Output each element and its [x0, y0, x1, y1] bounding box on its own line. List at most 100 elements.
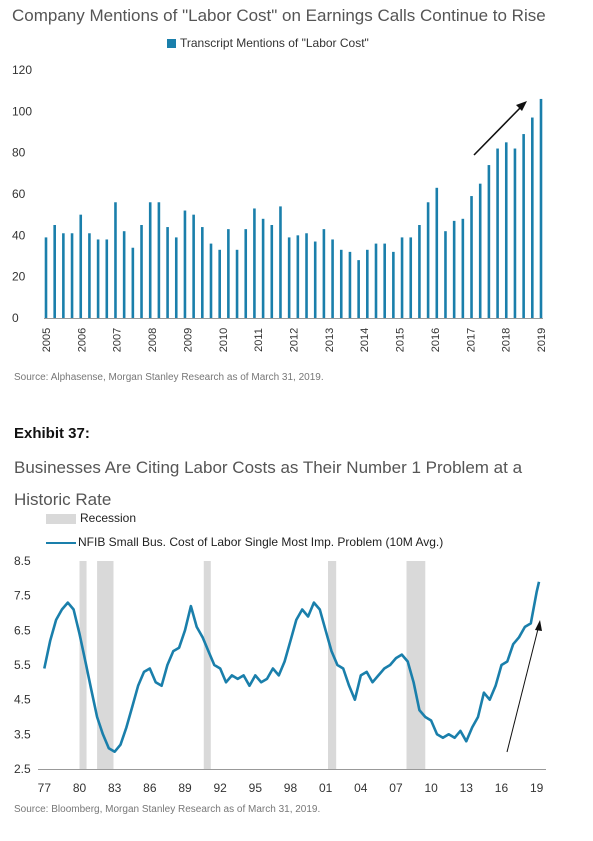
bar: [122, 231, 126, 318]
bar: [400, 237, 404, 318]
recession-band: [327, 561, 337, 769]
legend-swatch-icon: [167, 39, 176, 49]
trend-arrow: [473, 105, 523, 156]
bar: [296, 235, 300, 318]
bar: [192, 214, 195, 318]
bar: [461, 218, 465, 318]
bar: [96, 239, 100, 318]
bar: [70, 233, 74, 318]
y-tick-label: 2.5: [14, 762, 31, 776]
y-tick-label: 8.5: [14, 554, 31, 568]
bar: [496, 148, 499, 318]
bar: [322, 229, 326, 318]
legend-recession: Recession: [46, 511, 136, 525]
legend-label: Recession: [80, 511, 137, 525]
x-tick-label: 04: [354, 781, 368, 795]
bar: [183, 210, 187, 318]
bar: [114, 202, 117, 318]
y-tick-label: 0: [12, 311, 19, 325]
bar: [357, 260, 360, 318]
bar-chart: 0 20 40 60 80 100 120 2005 2006 2007 2008 2009 2010 2…: [12, 63, 548, 352]
bar: [452, 220, 456, 318]
y-tick-label: 100: [12, 104, 32, 118]
y-tick-label: 7.5: [14, 589, 31, 603]
bar: [435, 187, 439, 318]
chart1-source: Source: Alphasense, Morgan Stanley Resea…: [14, 372, 324, 383]
chart2-source: Source: Bloomberg, Morgan Stanley Resear…: [14, 804, 321, 815]
exhibit-label: Exhibit 37:: [14, 425, 90, 442]
bar: [279, 206, 282, 318]
bar: [105, 239, 109, 318]
bar: [157, 202, 161, 318]
recession-swatch-icon: [46, 513, 76, 524]
bar: [53, 225, 56, 318]
x-tick-label: 92: [213, 781, 227, 795]
x-tick-label: 95: [249, 781, 263, 795]
bar: [88, 233, 91, 318]
bar: [253, 208, 256, 318]
bar: [383, 243, 386, 318]
trend-arrow: [506, 628, 539, 753]
bar: [44, 237, 48, 318]
x-tick-label: 2011: [253, 328, 265, 352]
x-tick-label: 80: [73, 781, 87, 795]
chart1-legend: Transcript Mentions of "Labor Cost": [167, 36, 369, 50]
x-tick-label: 2006: [76, 328, 88, 352]
x-tick-label: 89: [178, 781, 192, 795]
x-tick-label: 2013: [324, 328, 336, 352]
bar: [409, 237, 413, 318]
bar: [418, 225, 421, 318]
bar: [62, 233, 65, 318]
bar: [339, 249, 343, 318]
chart2-title: Businesses Are Citing Labor Costs as The…: [14, 458, 523, 509]
bar: [531, 117, 534, 319]
x-tick-label: 98: [284, 781, 298, 795]
bar: [444, 231, 447, 318]
bar: [313, 241, 317, 318]
x-tick-label: 2015: [395, 328, 407, 352]
bar: [539, 98, 543, 318]
x-tick-label: 2016: [430, 328, 442, 352]
bar: [513, 148, 517, 318]
x-tick-label: 77: [38, 781, 52, 795]
x-tick-label: 86: [143, 781, 157, 795]
y-tick-label: 40: [12, 228, 26, 242]
y-tick-label: 5.5: [14, 658, 31, 672]
x-tick-label: 2014: [359, 328, 371, 352]
x-tick-label: 13: [460, 781, 474, 795]
bar: [366, 249, 369, 318]
x-tick-label: 07: [389, 781, 403, 795]
y-tick-label: 6.5: [14, 623, 31, 637]
bar: [348, 251, 352, 318]
nfib-series-line: [43, 581, 541, 753]
x-tick-label: 01: [319, 781, 333, 795]
recession-band: [97, 561, 114, 769]
bar: [166, 227, 169, 318]
bar: [470, 196, 473, 318]
bar: [227, 229, 230, 318]
x-tick-label: 2019: [536, 328, 548, 352]
x-tick-label: 19: [530, 781, 544, 795]
bar: [374, 243, 378, 318]
bar: [131, 247, 135, 318]
y-tick-label: 120: [12, 63, 32, 77]
bar: [522, 134, 525, 318]
bar: [201, 227, 204, 318]
bar: [487, 165, 491, 318]
x-tick-label: 2012: [289, 328, 301, 352]
y-tick-label: 20: [12, 270, 26, 284]
recession-band: [406, 561, 426, 769]
bar: [270, 225, 274, 318]
x-tick-label: 2007: [112, 328, 124, 352]
bar: [305, 233, 308, 318]
bar: [140, 225, 143, 318]
line-swatch-icon: [46, 541, 76, 544]
bar: [287, 237, 291, 318]
y-tick-label: 4.5: [14, 693, 31, 707]
x-tick-label: 2008: [147, 328, 159, 352]
bar: [478, 183, 482, 318]
bar: [79, 214, 83, 318]
bar: [261, 218, 265, 318]
x-tick-label: 2018: [501, 328, 513, 352]
bar: [218, 249, 221, 318]
